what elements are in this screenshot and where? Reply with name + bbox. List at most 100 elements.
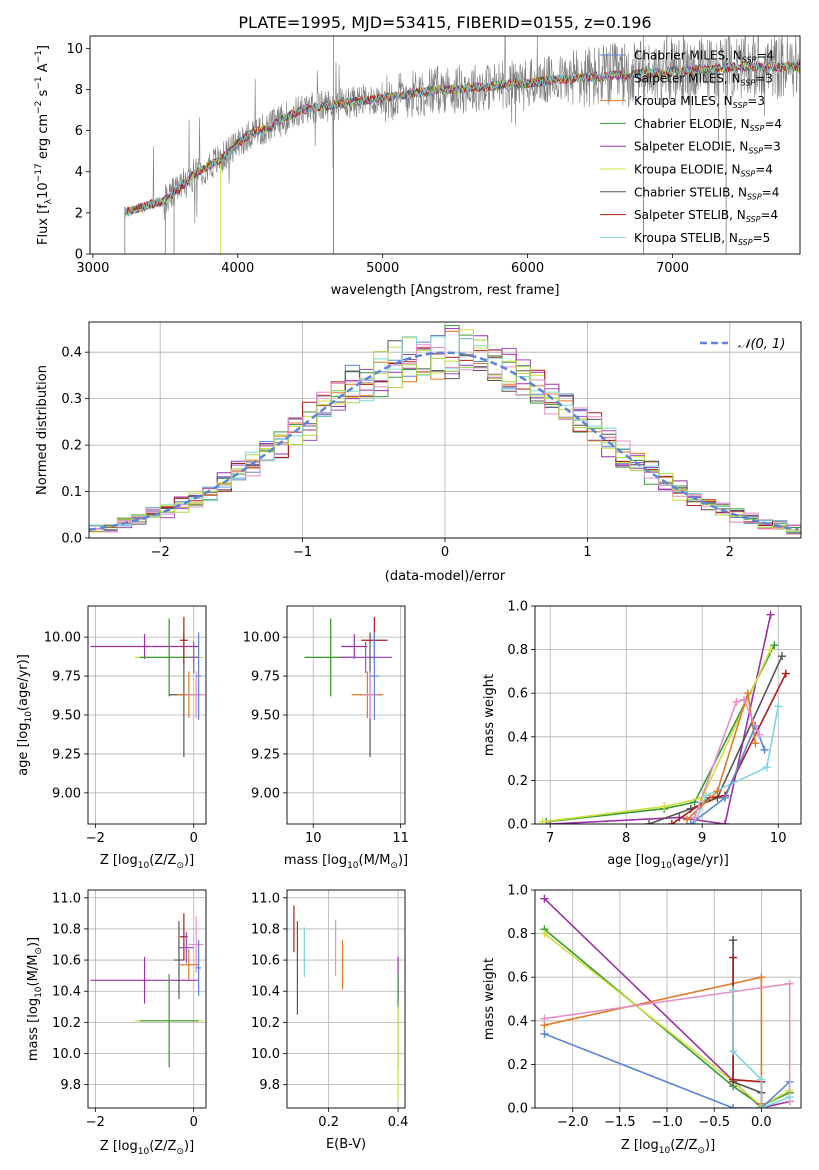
weight-marker (540, 894, 549, 903)
weight-marker (743, 689, 752, 698)
spectrum-data-line (124, 36, 800, 224)
y-label-part: 10 (36, 182, 51, 199)
y-tick-label: 10.6 (52, 954, 81, 969)
x-label-end: )] (398, 853, 408, 868)
y-tick-label: 9.50 (52, 709, 81, 724)
axes-z_weight: −2.0 −1.5 −1.0 −0.5 0.0 0.0 0.2 0.4 0.6 0.8 1.0 Z [… (482, 884, 802, 1156)
y-tick-label: 0.4 (61, 346, 82, 361)
legend-sub: SSP (741, 78, 756, 87)
y-tick-label: 11.0 (251, 891, 280, 906)
y-tick-label: 10.8 (251, 922, 280, 937)
legend-tail: =5 (753, 231, 771, 245)
weight-marker (785, 979, 794, 988)
errorbar-point (90, 634, 199, 659)
y-tick-label: 9.75 (52, 670, 81, 685)
x-label-sub2: ⊙ (697, 1146, 705, 1156)
y-label-part: ] (36, 45, 51, 50)
legend-tail: =4 (755, 163, 773, 177)
y-label-exp: −1 (34, 76, 44, 89)
legend-tail: =4 (756, 49, 774, 63)
weight-series (543, 932, 791, 1107)
y-tick-label: 0.4 (507, 730, 528, 745)
weight-series (732, 940, 763, 1108)
weight-marker (766, 610, 775, 619)
weight-marker (540, 1029, 549, 1038)
spectrum-model-kroupa_stelib (124, 61, 800, 217)
y-label-tail: (age/yr)] (16, 654, 31, 711)
y-tick-label: 0.1 (61, 485, 82, 500)
x-label-tail: (age/yr)] (672, 853, 729, 868)
y-axis-label: mass weight (482, 674, 497, 756)
y-tick-label: 9.00 (52, 786, 81, 801)
y-tick-label: 0.0 (507, 818, 528, 833)
y-tick-label: 0.2 (507, 1058, 528, 1073)
weight-marker (729, 1075, 738, 1084)
errorbar-point (339, 641, 392, 673)
x-label-tail: (Z/Z (149, 853, 176, 868)
axes-z_mass: −2 09.810.010.210.410.610.811.0Z [log10(Z… (26, 889, 207, 1157)
weight-series (544, 1033, 791, 1108)
x-axis-label: Z [log10(Z/Z⊙)] (100, 1139, 194, 1157)
chart-title: PLATE=1995, MJD=53415, FIBERID=0155, z=0… (238, 13, 651, 32)
legend-label: Chabrier STELIB, N (634, 185, 747, 199)
weight-marker (667, 820, 676, 824)
x-label-sub: 10 (138, 861, 150, 871)
y-label-part: erg cm (36, 114, 51, 163)
x-label-end: )] (705, 1138, 715, 1153)
errorbar-plot-ebv_mass (293, 905, 399, 1101)
legend-entry: Kroupa MILES, NSSP=3 (634, 94, 765, 110)
x-label-part: mass [log (284, 853, 347, 868)
x-label-tail: (Z/Z (149, 1139, 176, 1154)
legend-label: 𝒩(0, 1) (738, 337, 785, 352)
x-label-part: E(B-V) (326, 1137, 366, 1152)
y-axis-label: mass [log10(M/M⊙)] (26, 937, 44, 1061)
x-label-sub: 10 (347, 861, 359, 871)
x-axis-label: E(B-V) (326, 1137, 366, 1152)
weight-series (543, 898, 790, 1108)
weight-marker (778, 652, 786, 661)
x-label-tail: (Z/Z (670, 1138, 697, 1153)
x-axis-label: (data-model)/error (385, 569, 506, 584)
x-label-tail: (M/M (359, 853, 391, 868)
weight-plot-z_weight (540, 894, 794, 1108)
errorbar-point (196, 939, 202, 996)
weight-marker (774, 702, 783, 711)
weight-series (550, 614, 772, 824)
legend-label: Kroupa ELODIE, N (634, 163, 741, 177)
y-axis-label: Flux [fλ10−17 erg cm−2 s−1 A−1] (34, 45, 54, 245)
x-tick-label: −1 (293, 545, 312, 560)
weight-series (690, 723, 766, 824)
y-tick-label: 10.00 (44, 631, 81, 646)
y-tick-label: 1.0 (507, 884, 528, 899)
legend-label: Kroupa STELIB, N (634, 231, 738, 245)
errorbar-point (178, 932, 194, 964)
legend-label: Kroupa MILES, N (634, 94, 733, 108)
weight-marker (721, 793, 729, 802)
legend-tail: =3 (763, 140, 781, 154)
y-tick-label: 9.75 (251, 670, 280, 685)
x-tick-label: −0.5 (698, 1115, 730, 1130)
y-tick-label: 1.0 (507, 600, 528, 615)
errorbar-point (139, 974, 199, 1068)
weight-marker (729, 953, 738, 962)
weight-marker (757, 973, 766, 982)
weight-marker (757, 1075, 766, 1084)
x-label-part: Z [log (100, 1139, 138, 1154)
axes-frame (88, 321, 802, 539)
axes-frame (89, 35, 801, 255)
y-tick-label: 9.8 (60, 1078, 81, 1093)
weight-marker (732, 697, 741, 706)
x-axis-label: Z [log10(Z/Z⊙)] (100, 853, 194, 871)
y-tick-label: 8 (75, 83, 83, 98)
x-tick-label: 0 (441, 545, 449, 560)
x-tick-label: 8 (622, 831, 630, 846)
weight-series (693, 698, 760, 818)
spectrum-model-salpeter_stelib (124, 61, 800, 215)
x-tick-label: 3000 (76, 261, 109, 276)
y-tick-label: 10.2 (52, 1016, 81, 1031)
x-tick-label: 1 (583, 545, 591, 560)
weight-marker (538, 817, 547, 824)
